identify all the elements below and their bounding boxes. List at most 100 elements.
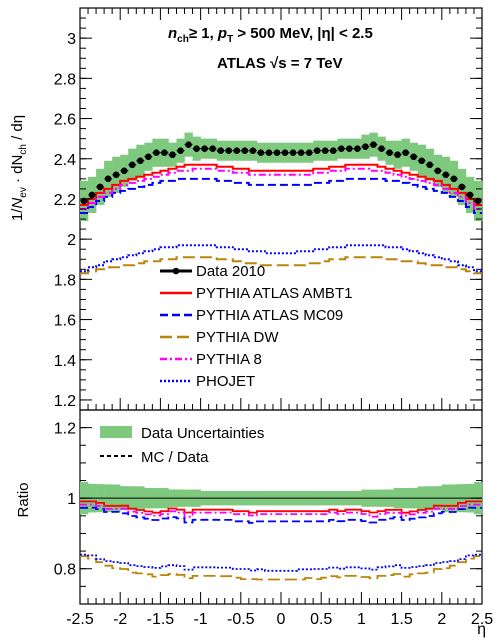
annotation-line1: nch≥ 1, pT > 500 MeV, |η| < 2.5 — [168, 25, 373, 45]
series-phojet — [80, 244, 482, 273]
ratio-legend-swatch — [100, 426, 132, 438]
series-pythia-dw — [80, 256, 482, 275]
x-tick-label: 2 — [437, 611, 446, 628]
y-tick-label: 1.4 — [54, 353, 76, 370]
series-pythia-atlas-mc09 — [80, 177, 482, 214]
y-tick-label: 1.6 — [54, 313, 76, 330]
data-point — [273, 149, 281, 157]
data-point — [281, 149, 289, 157]
x-tick-label: -2 — [113, 611, 127, 628]
data-point — [313, 147, 321, 155]
legend-entry: PHOJET — [196, 373, 255, 390]
data-point — [145, 153, 152, 161]
data-point — [378, 145, 385, 152]
ratio-panel: 0.8 1 1.2 -2.5 -2 -1.5 -1 -0.5 0 0.5 1 1.5 2 2.5 Rat… — [15, 409, 493, 638]
main-data-points — [80, 141, 482, 205]
x-tick-label: 1.5 — [390, 611, 412, 628]
ratio-pythia-atlas-ambt1 — [80, 500, 482, 514]
data-point — [329, 147, 337, 155]
data-point — [177, 147, 184, 155]
legend-entry: PYTHIA ATLAS MC09 — [196, 307, 343, 324]
y-tick-label: 2.6 — [54, 112, 76, 129]
y-tick-label: 2 — [67, 232, 76, 249]
data-point — [169, 151, 176, 159]
ratio-series-lines — [80, 500, 482, 581]
data-point — [185, 141, 192, 148]
data-point — [120, 167, 128, 175]
data-point — [434, 167, 442, 175]
y-tick-label: 3 — [67, 31, 76, 48]
data-point — [137, 157, 144, 165]
data-point — [346, 145, 353, 152]
data-point — [96, 183, 104, 191]
x-tick-label: -1.5 — [147, 611, 175, 628]
y-tick-label: 1.8 — [54, 272, 76, 289]
ratio-y-tick-label: 0.8 — [54, 562, 76, 579]
data-point — [217, 147, 224, 155]
x-tick-label: 0 — [277, 611, 286, 628]
ratio-pythia-atlas-mc09 — [80, 506, 482, 524]
annotation-line2: ATLAS √s = 7 TeV — [217, 55, 343, 72]
data-point — [450, 175, 458, 183]
legend-entry: PYTHIA ATLAS AMBT1 — [196, 285, 352, 302]
ratio-y-axis: 0.8 1 1.2 — [54, 409, 482, 587]
ratio-phojet — [80, 553, 482, 572]
main-series-lines — [80, 163, 482, 275]
legend-entry: PYTHIA 8 — [196, 351, 262, 368]
x-tick-label: -1 — [193, 611, 207, 628]
y-tick-label: 1.2 — [54, 393, 76, 410]
ratio-y-tick-label: 1.2 — [54, 421, 76, 438]
data-point — [370, 141, 377, 148]
data-point — [225, 147, 233, 155]
x-tick-label: -2.5 — [66, 611, 94, 628]
ratio-legend-entry: Data Uncertainties — [141, 425, 264, 442]
data-point — [338, 145, 345, 152]
data-point — [201, 145, 208, 152]
data-point — [297, 149, 305, 157]
data-point — [394, 151, 401, 159]
data-point — [241, 147, 249, 155]
ratio-pythia-dw — [80, 555, 482, 581]
data-point — [466, 191, 474, 199]
series-pythia-8 — [80, 167, 482, 210]
ratio-legend: Data Uncertainties MC / Data — [100, 425, 264, 466]
main-legend: Data 2010 PYTHIA ATLAS AMBT1 PYTHIA ATLAS … — [160, 263, 352, 390]
data-point — [265, 149, 273, 157]
data-point — [362, 143, 369, 150]
data-point — [305, 149, 313, 157]
data-point — [458, 183, 466, 191]
x-axis-label: η — [477, 621, 486, 638]
main-x-axis — [79, 8, 483, 410]
ratio-x-axis: -2.5 -2 -1.5 -1 -0.5 0 0.5 1 1.5 2 2.5 — [66, 592, 493, 628]
legend-entry: Data 2010 — [196, 263, 265, 280]
y-tick-label: 2.2 — [54, 192, 76, 209]
data-point — [426, 161, 434, 169]
x-tick-label: 0.5 — [310, 611, 332, 628]
data-point — [209, 145, 216, 152]
data-point — [161, 149, 168, 157]
data-point — [233, 147, 241, 155]
data-point — [257, 149, 265, 157]
ratio-y-tick-label: 1 — [67, 491, 76, 508]
data-point — [418, 157, 426, 165]
x-tick-label: -0.5 — [227, 611, 255, 628]
legend-swatch-marker — [172, 267, 180, 275]
ratio-y-axis-label: Ratio — [15, 482, 32, 517]
data-point — [289, 149, 297, 157]
ratio-pythia-8 — [80, 503, 482, 518]
data-point — [88, 191, 96, 199]
data-point — [153, 149, 160, 157]
series-pythia-atlas-ambt1 — [80, 163, 482, 206]
data-point — [112, 171, 120, 179]
data-point — [354, 145, 361, 152]
main-y-axis: 1.2 1.4 1.6 1.8 2 2.2 2.4 2.6 2.8 3 — [54, 7, 482, 410]
main-y-axis-label: 1/Nev · dNch / dη — [9, 115, 29, 221]
data-point — [386, 149, 393, 157]
x-tick-label: 2.5 — [471, 611, 493, 628]
data-point — [128, 161, 136, 169]
legend-entry: PYTHIA DW — [196, 329, 279, 346]
y-tick-label: 2.4 — [54, 152, 76, 169]
data-point — [321, 147, 329, 155]
data-point — [410, 153, 417, 161]
